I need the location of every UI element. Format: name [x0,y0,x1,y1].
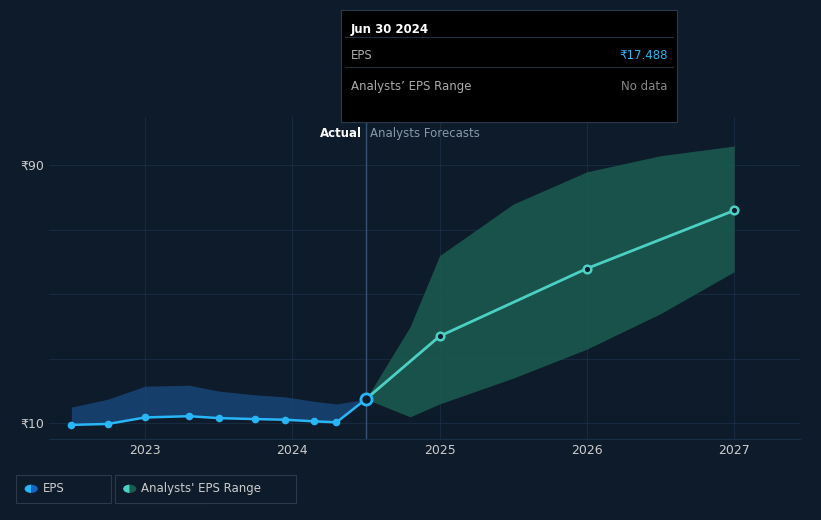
Text: Analysts' EPS Range: Analysts' EPS Range [141,483,261,495]
Text: No data: No data [621,80,667,93]
Text: Jun 30 2024: Jun 30 2024 [351,23,429,36]
Text: Analysts Forecasts: Analysts Forecasts [370,127,480,140]
Text: Analysts' EPS Range: Analysts' EPS Range [141,483,261,495]
Text: Analysts’ EPS Range: Analysts’ EPS Range [351,80,471,93]
Text: EPS: EPS [351,49,372,62]
Text: Actual: Actual [319,127,361,140]
Text: ₹17.488: ₹17.488 [619,49,667,62]
Text: EPS: EPS [43,483,64,495]
